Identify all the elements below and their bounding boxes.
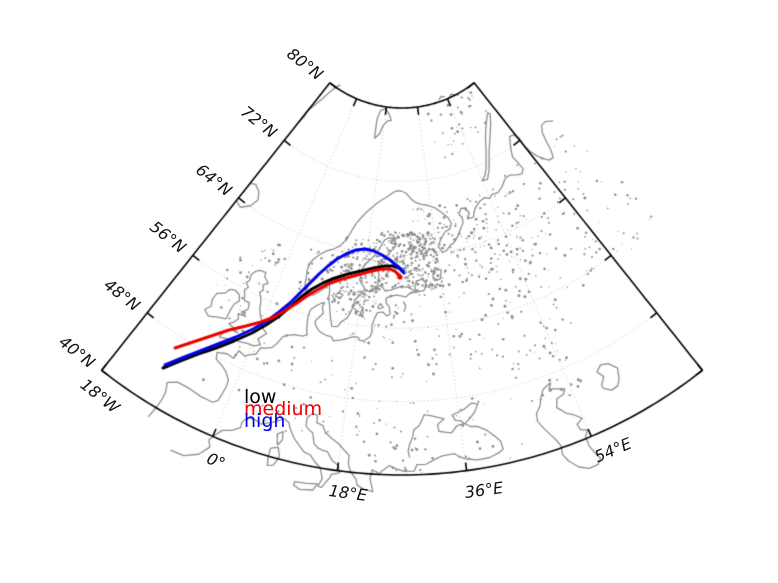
legend-item-low: low [244, 386, 277, 408]
legend-item-medium: medium [244, 398, 323, 420]
legend-item-high: high [244, 410, 286, 432]
